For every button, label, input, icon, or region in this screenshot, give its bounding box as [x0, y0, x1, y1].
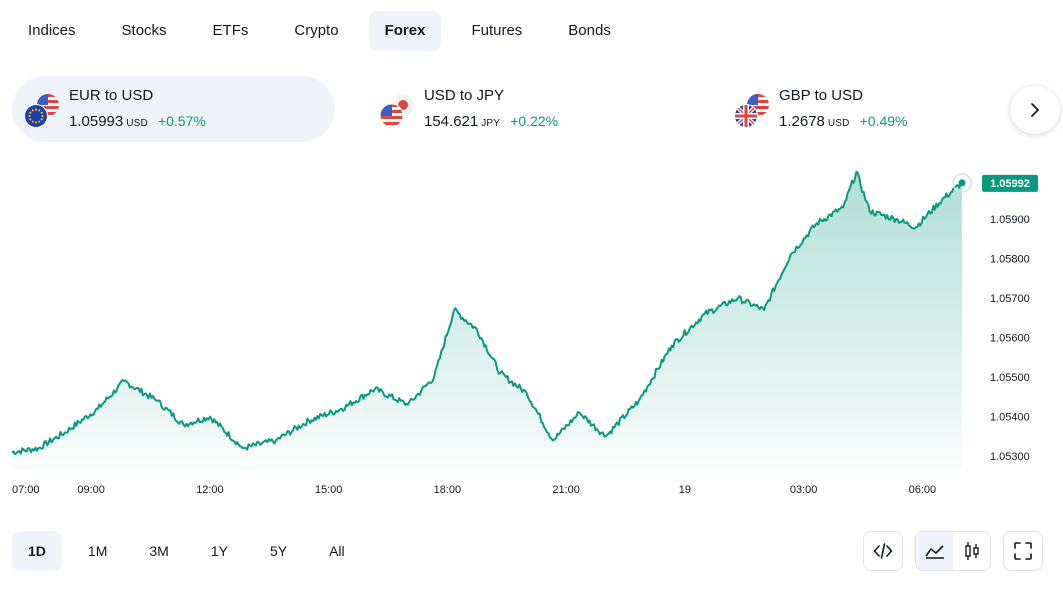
x-tick-label: 12:00 — [196, 484, 224, 496]
pair-currency: JPY — [481, 118, 501, 129]
range-1m[interactable]: 1M — [87, 543, 108, 559]
range-3m[interactable]: 3M — [149, 543, 169, 559]
tab-indices[interactable]: Indices — [28, 22, 76, 39]
tab-forex[interactable]: Forex — [368, 11, 442, 51]
tab-etfs[interactable]: ETFs — [212, 22, 249, 39]
area-style-button[interactable] — [916, 532, 953, 570]
x-tick-label: 19 — [679, 484, 691, 496]
range-1y[interactable]: 1Y — [210, 543, 228, 559]
gbp-usd-flags-icon — [734, 94, 769, 128]
last-price-badge — [982, 174, 1038, 192]
usd-jpy-flags-icon — [379, 94, 414, 128]
last-price-label: 1.05992 — [990, 178, 1030, 190]
x-tick-label: 21:00 — [552, 484, 580, 496]
fullscreen-button[interactable] — [1003, 531, 1043, 571]
embed-button[interactable] — [863, 531, 903, 571]
y-tick-label: 1.05700 — [990, 293, 1030, 305]
x-tick-label: 07:00 — [12, 484, 40, 496]
eur-usd-flags-icon — [24, 94, 59, 128]
pair-name: EUR to USD — [69, 87, 154, 104]
y-tick-label: 1.05900 — [990, 214, 1030, 226]
x-axis: 07:00 09:00 12:00 15:00 18:00 21:00 19 03:00 06:… — [12, 484, 936, 496]
y-tick-label: 1.05800 — [990, 254, 1030, 266]
price-chart[interactable]: 1.05900 1.05800 1.05700 1.05600 1.05500 1.054… — [0, 160, 1063, 505]
x-tick-label: 09:00 — [77, 484, 105, 496]
pair-price: 1.05993 — [69, 113, 124, 130]
y-axis: 1.05900 1.05800 1.05700 1.05600 1.05500 1.054… — [990, 214, 1030, 463]
chart-style-toggle — [915, 531, 991, 571]
candlestick-icon — [964, 542, 979, 560]
x-tick-label: 18:00 — [434, 484, 462, 496]
x-tick-label: 15:00 — [315, 484, 343, 496]
price-area — [12, 171, 962, 471]
range-5y[interactable]: 5Y — [269, 543, 288, 559]
tab-futures[interactable]: Futures — [471, 22, 523, 39]
tab-crypto[interactable]: Crypto — [294, 22, 339, 39]
pair-price: 154.621 — [424, 113, 479, 130]
code-icon — [873, 543, 893, 559]
pair-quote: 1.05993 USD +0.57% — [69, 113, 206, 130]
pair-currency: USD — [827, 118, 850, 129]
chevron-right-icon — [1031, 103, 1039, 117]
candle-style-button[interactable] — [953, 532, 990, 570]
tab-stocks[interactable]: Stocks — [121, 22, 167, 39]
next-pairs-button[interactable] — [1010, 86, 1060, 134]
fullscreen-icon — [1014, 542, 1032, 560]
pair-change: +0.57% — [157, 113, 206, 129]
y-tick-label: 1.05300 — [990, 451, 1030, 463]
y-tick-label: 1.05600 — [990, 333, 1030, 345]
pair-card-gbpusd[interactable]: GBP to USD 1.2678 USD +0.49% — [722, 76, 1045, 142]
pair-change: +0.49% — [859, 113, 908, 129]
pair-card-eurusd[interactable]: EUR to USD 1.05993 USD +0.57% — [12, 76, 335, 142]
price-line — [11, 170, 963, 456]
last-price-dot — [958, 179, 966, 187]
pair-price: 1.2678 — [779, 113, 825, 130]
x-tick-label: 03:00 — [790, 484, 818, 496]
pair-name: GBP to USD — [779, 87, 863, 104]
range-1d[interactable]: 1D — [12, 531, 62, 571]
pair-quote: 154.621 JPY +0.22% — [424, 113, 558, 130]
currency-pairs: EUR to USD 1.05993 USD +0.57% — [12, 76, 1002, 142]
pair-change: +0.22% — [510, 113, 559, 129]
tab-bonds[interactable]: Bonds — [568, 22, 611, 39]
range-selector: 1D 1M 3M 1Y 5Y All — [12, 531, 371, 571]
y-tick-label: 1.05500 — [990, 372, 1030, 384]
last-price-marker: 1.05992 — [952, 173, 1038, 193]
pair-currency: USD — [126, 118, 148, 129]
range-all[interactable]: All — [329, 543, 345, 559]
x-tick-label: 06:00 — [909, 484, 937, 496]
area-chart-icon — [924, 545, 944, 559]
pair-card-usdjpy[interactable]: USD to JPY 154.621 JPY +0.22% — [367, 76, 690, 142]
pair-quote: 1.2678 USD +0.49% — [779, 113, 907, 130]
last-price-halo — [952, 173, 972, 193]
y-tick-label: 1.05400 — [990, 412, 1030, 424]
pair-name: USD to JPY — [424, 87, 505, 104]
market-tabs: Indices Stocks ETFs Crypto Forex Futures… — [12, 11, 641, 51]
